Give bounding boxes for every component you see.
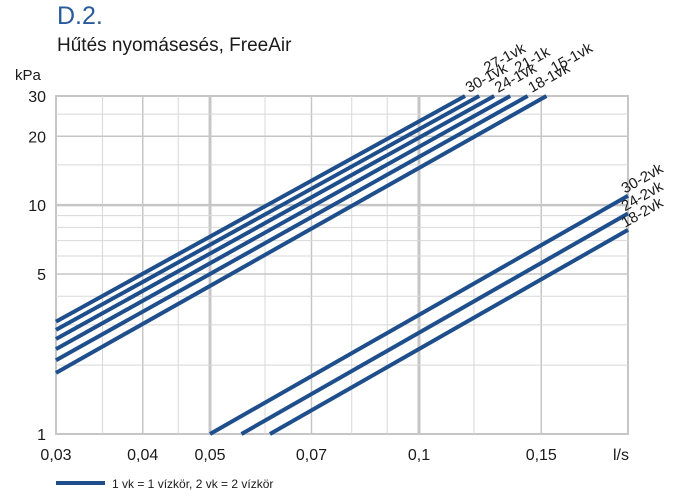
series-line: [268, 228, 629, 436]
series-line: [209, 193, 629, 436]
series-line: [55, 94, 548, 375]
series-line: [55, 94, 529, 363]
series-line: [240, 211, 629, 436]
x-tick-label: 0,05: [194, 447, 225, 464]
tick-labels: 0,03 0,04 0,05 0,07 0,1 0,15 1 5 10 20 30: [28, 89, 557, 464]
x-tick-label: 0,07: [296, 447, 327, 464]
series-line: [55, 94, 481, 332]
x-tick-label: 0,15: [526, 447, 557, 464]
series-line: [55, 94, 512, 351]
y-tick-label: 20: [28, 129, 46, 146]
series-labels: 30-1vk27-1vk24-1vk21-1k18-1vk15-1vk30-2v…: [463, 39, 667, 231]
figure-code: D.2.: [57, 2, 103, 30]
y-tick-label: 30: [28, 89, 46, 106]
legend-text: 1 vk = 1 vízkör, 2 vk = 2 vízkör: [112, 477, 273, 491]
y-axis-label: kPa: [15, 67, 42, 84]
series-label: 15-1vk: [548, 39, 596, 76]
series-lines: [55, 94, 629, 436]
plot-frame: [55, 95, 629, 435]
y-tick-label: 1: [37, 427, 46, 444]
grid: [55, 95, 629, 435]
series-line: [55, 94, 467, 324]
chart-title: Hűtés nyomásesés, FreeAir: [57, 35, 292, 56]
series-line: [55, 94, 496, 341]
y-tick-label: 10: [28, 198, 46, 215]
x-axis-label: l/s: [613, 447, 629, 464]
y-tick-label: 5: [37, 267, 46, 284]
x-tick-label: 0,03: [40, 447, 71, 464]
x-tick-label: 0,04: [127, 447, 158, 464]
legend: 1 vk = 1 vízkör, 2 vk = 2 vízkör: [56, 477, 273, 491]
x-tick-label: 0,1: [408, 447, 430, 464]
